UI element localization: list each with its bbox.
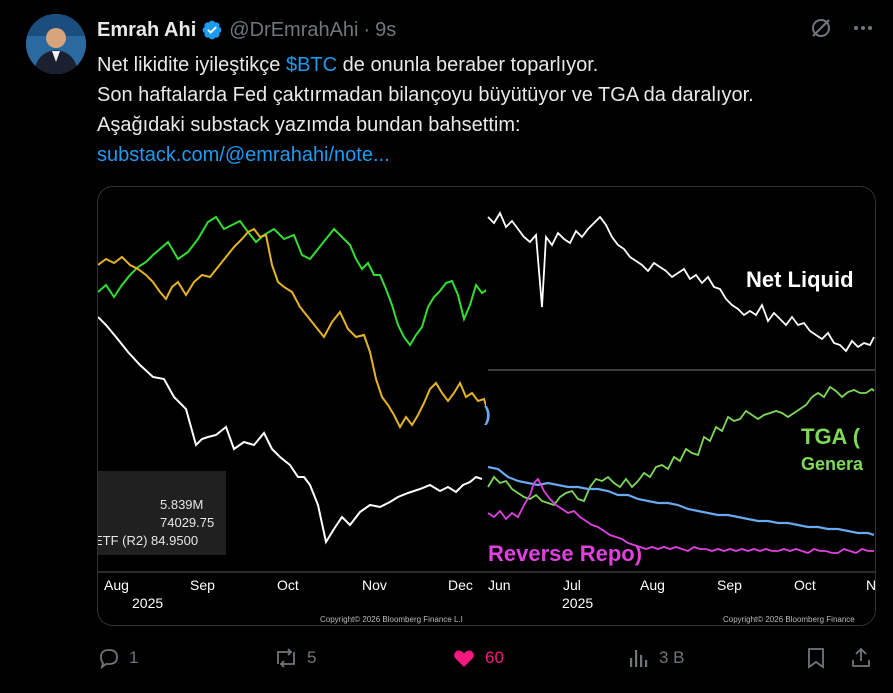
- tweet-line-2: Son haftalarda Fed çaktırmadan bilançoyu…: [97, 84, 754, 106]
- right-tick-jun: Jun: [488, 577, 511, 593]
- repost-button[interactable]: 5: [273, 646, 316, 670]
- avatar[interactable]: [26, 14, 86, 74]
- legend-line-2: 74029.75: [160, 515, 214, 530]
- views-count: 3 B: [659, 648, 685, 667]
- tga-label: TGA (: [801, 424, 861, 449]
- left-chart: 5.839M 74029.75 ETF (R2) 84.9500 Aug Sep…: [98, 215, 489, 624]
- timestamp[interactable]: 9s: [375, 18, 397, 41]
- reply-button[interactable]: 1: [97, 646, 138, 670]
- repost-count: 5: [307, 648, 317, 667]
- share-button[interactable]: [849, 646, 873, 670]
- avatar-photo: [26, 14, 86, 74]
- views-icon: [630, 650, 648, 667]
- left-copyright: Copyright© 2026 Bloomberg Finance L.I: [320, 615, 463, 624]
- left-legend-box: [98, 471, 226, 555]
- right-tick-oct: Oct: [794, 577, 816, 593]
- left-yellow-series: [98, 227, 489, 430]
- bookmark-button[interactable]: [805, 646, 827, 670]
- legend-line-1: 5.839M: [160, 497, 203, 512]
- blue-series-label-fragment: ): [484, 404, 491, 426]
- tga-series: [487, 385, 875, 507]
- left-tick-dec: Dec: [448, 577, 473, 593]
- share-icon: [852, 647, 870, 667]
- action-bar: 1 5 60 3 B: [97, 646, 875, 672]
- right-chart: Net Liquid ) TGA ( Genera Reverse Repo) …: [484, 187, 875, 625]
- like-count: 60: [485, 648, 504, 667]
- right-tick-n: N: [866, 577, 875, 593]
- tweet-body: Net likidite iyileştikçe $BTC de onunla …: [97, 50, 877, 170]
- tweet-line-1-end: de onunla beraber toparlıyor.: [337, 54, 599, 76]
- right-year-label: 2025: [562, 595, 593, 611]
- net-liquidity-label: Net Liquid: [746, 267, 854, 292]
- tweet-header: Emrah Ahi @DrEmrahAhi · 9s: [97, 18, 396, 42]
- left-year-label: 2025: [132, 595, 163, 611]
- reverse-repo-label: Reverse Repo): [488, 541, 642, 566]
- net-liquidity-series: [487, 211, 875, 353]
- legend-line-3: ETF (R2) 84.9500: [98, 533, 198, 548]
- author-name[interactable]: Emrah Ahi: [97, 18, 197, 41]
- grok-icon[interactable]: [809, 16, 833, 40]
- like-button[interactable]: 60: [451, 646, 504, 670]
- right-tick-aug: Aug: [640, 577, 665, 593]
- right-tick-jul: Jul: [563, 577, 581, 593]
- left-tick-oct: Oct: [277, 577, 299, 593]
- heart-icon: [454, 650, 474, 667]
- left-tick-sep: Sep: [190, 577, 215, 593]
- reverse-repo-series: [487, 477, 874, 554]
- separator-dot: ·: [363, 18, 371, 41]
- tweet-line-1-start: Net likidite iyileştikçe: [97, 54, 286, 76]
- left-tick-nov: Nov: [362, 577, 387, 593]
- chart-image[interactable]: 5.839M 74029.75 ETF (R2) 84.9500 Aug Sep…: [97, 186, 876, 626]
- right-copyright: Copyright© 2026 Bloomberg Finance: [723, 615, 855, 624]
- left-tick-aug: Aug: [104, 577, 129, 593]
- tga-sub-label: Genera: [801, 454, 864, 474]
- tweet-line-3: Aşağıdaki substack yazımda bundan bahset…: [97, 114, 521, 136]
- bookmark-icon: [808, 648, 824, 669]
- views-button[interactable]: 3 B: [627, 646, 685, 670]
- verified-badge-icon: [202, 20, 222, 40]
- reply-count: 1: [129, 648, 139, 667]
- cashtag-link[interactable]: $BTC: [285, 54, 338, 76]
- left-white-series: [98, 316, 483, 545]
- chart-composite: 5.839M 74029.75 ETF (R2) 84.9500 Aug Sep…: [98, 187, 875, 625]
- tweet-line-1: Net likidite iyileştikçe $BTC de onunla …: [97, 50, 877, 80]
- more-options-icon[interactable]: [851, 16, 875, 40]
- blue-series: [487, 465, 875, 537]
- top-right-icons: [809, 16, 875, 40]
- substack-link[interactable]: substack.com/@emrahahi/note...: [97, 144, 390, 166]
- left-btc-green-series: [98, 215, 489, 347]
- author-handle[interactable]: @DrEmrahAhi: [229, 18, 359, 41]
- right-tick-sep: Sep: [717, 577, 742, 593]
- repost-icon: [277, 648, 295, 668]
- reply-icon: [100, 649, 118, 670]
